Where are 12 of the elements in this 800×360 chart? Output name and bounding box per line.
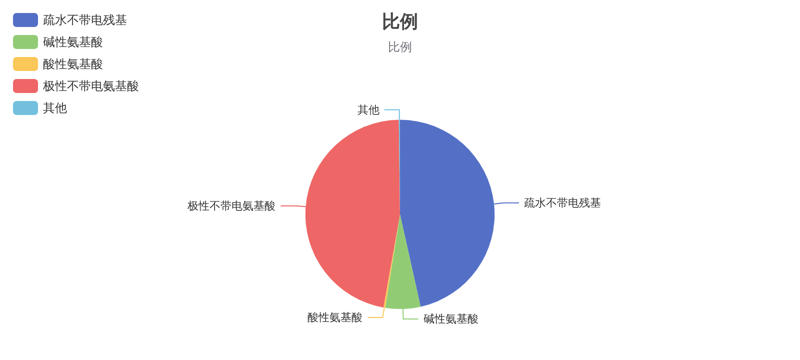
legend-label: 疏水不带电残基 [43, 13, 127, 27]
legend-label: 极性不带电氨基酸 [42, 79, 139, 93]
chart-title: 比例 [382, 12, 418, 32]
legend-label: 碱性氨基酸 [43, 35, 103, 49]
legend-label: 酸性氨基酸 [43, 57, 103, 71]
legend-label: 其他 [43, 101, 67, 115]
slice-label: 极性不带电氨基酸 [186, 199, 276, 212]
slice-label: 疏水不带电残基 [524, 196, 601, 210]
slice-label: 其他 [357, 103, 380, 116]
slice-label: 酸性氨基酸 [308, 311, 363, 324]
slice-label: 碱性氨基酸 [423, 312, 478, 326]
text: 比例 [388, 40, 412, 54]
